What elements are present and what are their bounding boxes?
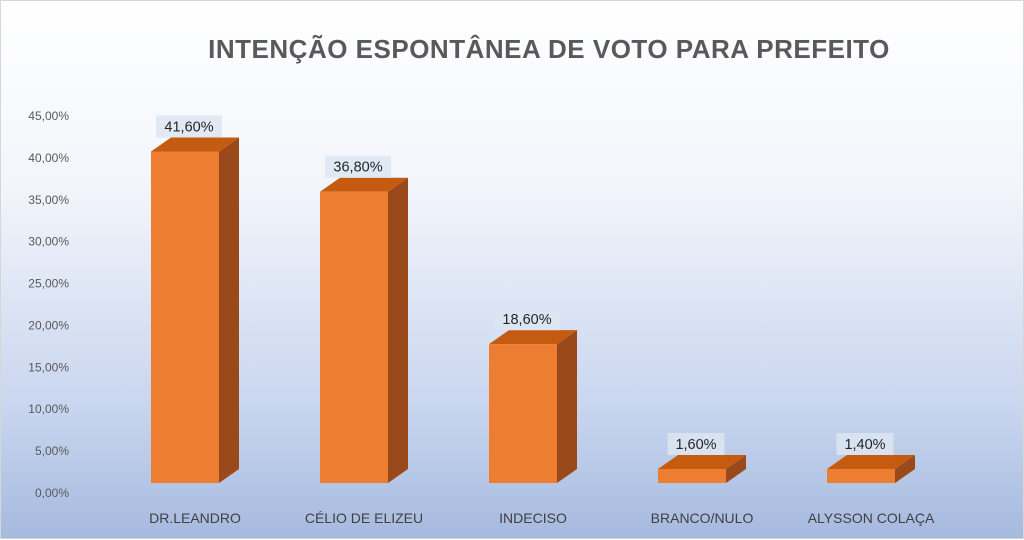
bar-front-face <box>151 151 219 484</box>
data-label: 36,80% <box>333 160 382 176</box>
y-axis: 0,00% 5,00% 10,00% 15,00% 20,00% 25,00% 30,00%… <box>28 109 69 500</box>
bar-1 <box>151 137 239 484</box>
bar-front-face <box>827 469 895 483</box>
bar-side-face <box>557 330 577 483</box>
data-label: 1,60% <box>675 437 716 453</box>
data-label: 41,60% <box>164 119 213 135</box>
bar-top-face <box>658 455 746 469</box>
data-label: 18,60% <box>502 312 551 328</box>
bar-side-face <box>726 455 746 483</box>
y-tick-label: 0,00% <box>35 486 69 500</box>
data-label-box <box>836 433 894 455</box>
data-label-box <box>494 308 560 331</box>
bar-side-face <box>895 455 915 483</box>
y-tick-label: 10,00% <box>28 402 69 416</box>
data-label: 1,40% <box>844 437 885 453</box>
chart-title: INTENÇÃO ESPONTÂNEA DE VOTO PARA PREFEIT… <box>208 34 890 64</box>
y-tick-label: 5,00% <box>35 444 69 458</box>
bar-front-face <box>658 469 726 483</box>
y-tick-label: 25,00% <box>28 277 69 291</box>
bar-5 <box>827 455 915 483</box>
x-axis: DR.LEANDRO CÉLIO DE ELIZEU INDECISO BRANCO/… <box>149 510 935 526</box>
x-tick-label: ALYSSON COLAÇA <box>808 510 935 526</box>
bar-2 <box>320 177 408 483</box>
bar-side-face <box>388 177 408 483</box>
bar-top-face <box>489 330 577 345</box>
bars <box>151 137 915 484</box>
x-tick-label: DR.LEANDRO <box>149 510 241 526</box>
data-label-box <box>156 115 222 138</box>
bar-side-face <box>219 137 239 484</box>
bar-top-face <box>827 455 915 469</box>
bar-front-face <box>489 344 557 483</box>
bar-top-face <box>151 137 239 152</box>
bar-4 <box>658 455 746 483</box>
y-tick-label: 15,00% <box>28 360 69 374</box>
bar-top-face <box>320 177 408 192</box>
y-tick-label: 35,00% <box>28 193 69 207</box>
x-tick-label: INDECISO <box>499 510 567 526</box>
data-labels: 41,60% 36,80% 18,60% 1,60% 1,40% <box>156 115 894 455</box>
data-label-box <box>325 155 391 178</box>
x-tick-label: CÉLIO DE ELIZEU <box>305 510 423 526</box>
y-tick-label: 40,00% <box>28 151 69 165</box>
bar-front-face <box>320 191 388 483</box>
bar-3 <box>489 330 577 483</box>
data-label-box <box>667 433 725 455</box>
y-tick-label: 45,00% <box>28 109 69 123</box>
y-tick-label: 20,00% <box>28 318 69 332</box>
y-tick-label: 30,00% <box>28 235 69 249</box>
x-tick-label: BRANCO/NULO <box>651 510 754 526</box>
